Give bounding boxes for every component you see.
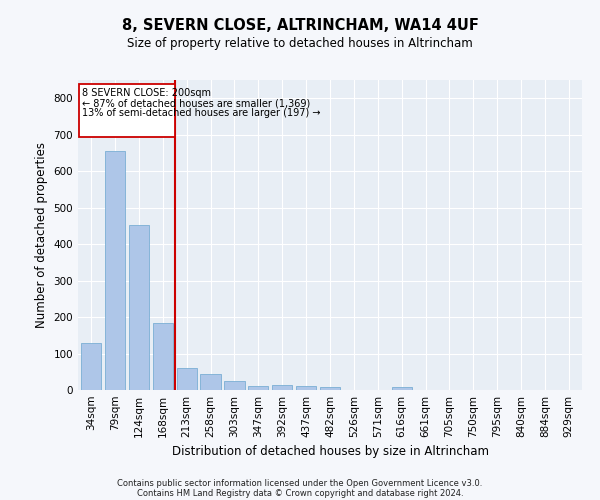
X-axis label: Distribution of detached houses by size in Altrincham: Distribution of detached houses by size … <box>172 446 488 458</box>
Bar <box>81 344 101 390</box>
Text: Size of property relative to detached houses in Altrincham: Size of property relative to detached ho… <box>127 38 473 51</box>
Text: 8 SEVERN CLOSE: 200sqm: 8 SEVERN CLOSE: 200sqm <box>82 88 211 98</box>
Bar <box>272 386 292 390</box>
Text: 8, SEVERN CLOSE, ALTRINCHAM, WA14 4UF: 8, SEVERN CLOSE, ALTRINCHAM, WA14 4UF <box>122 18 478 32</box>
Bar <box>320 386 340 390</box>
Bar <box>200 374 221 390</box>
Text: ← 87% of detached houses are smaller (1,369): ← 87% of detached houses are smaller (1,… <box>82 98 310 108</box>
Bar <box>248 386 268 390</box>
Text: Contains HM Land Registry data © Crown copyright and database right 2024.: Contains HM Land Registry data © Crown c… <box>137 488 463 498</box>
Y-axis label: Number of detached properties: Number of detached properties <box>35 142 48 328</box>
Bar <box>152 322 173 390</box>
Bar <box>105 151 125 390</box>
Text: 13% of semi-detached houses are larger (197) →: 13% of semi-detached houses are larger (… <box>82 108 320 118</box>
Bar <box>392 387 412 390</box>
Bar <box>296 386 316 390</box>
Bar <box>224 381 245 390</box>
Text: Contains public sector information licensed under the Open Government Licence v3: Contains public sector information licen… <box>118 478 482 488</box>
Bar <box>129 225 149 390</box>
Bar <box>176 368 197 390</box>
Bar <box>79 84 175 136</box>
